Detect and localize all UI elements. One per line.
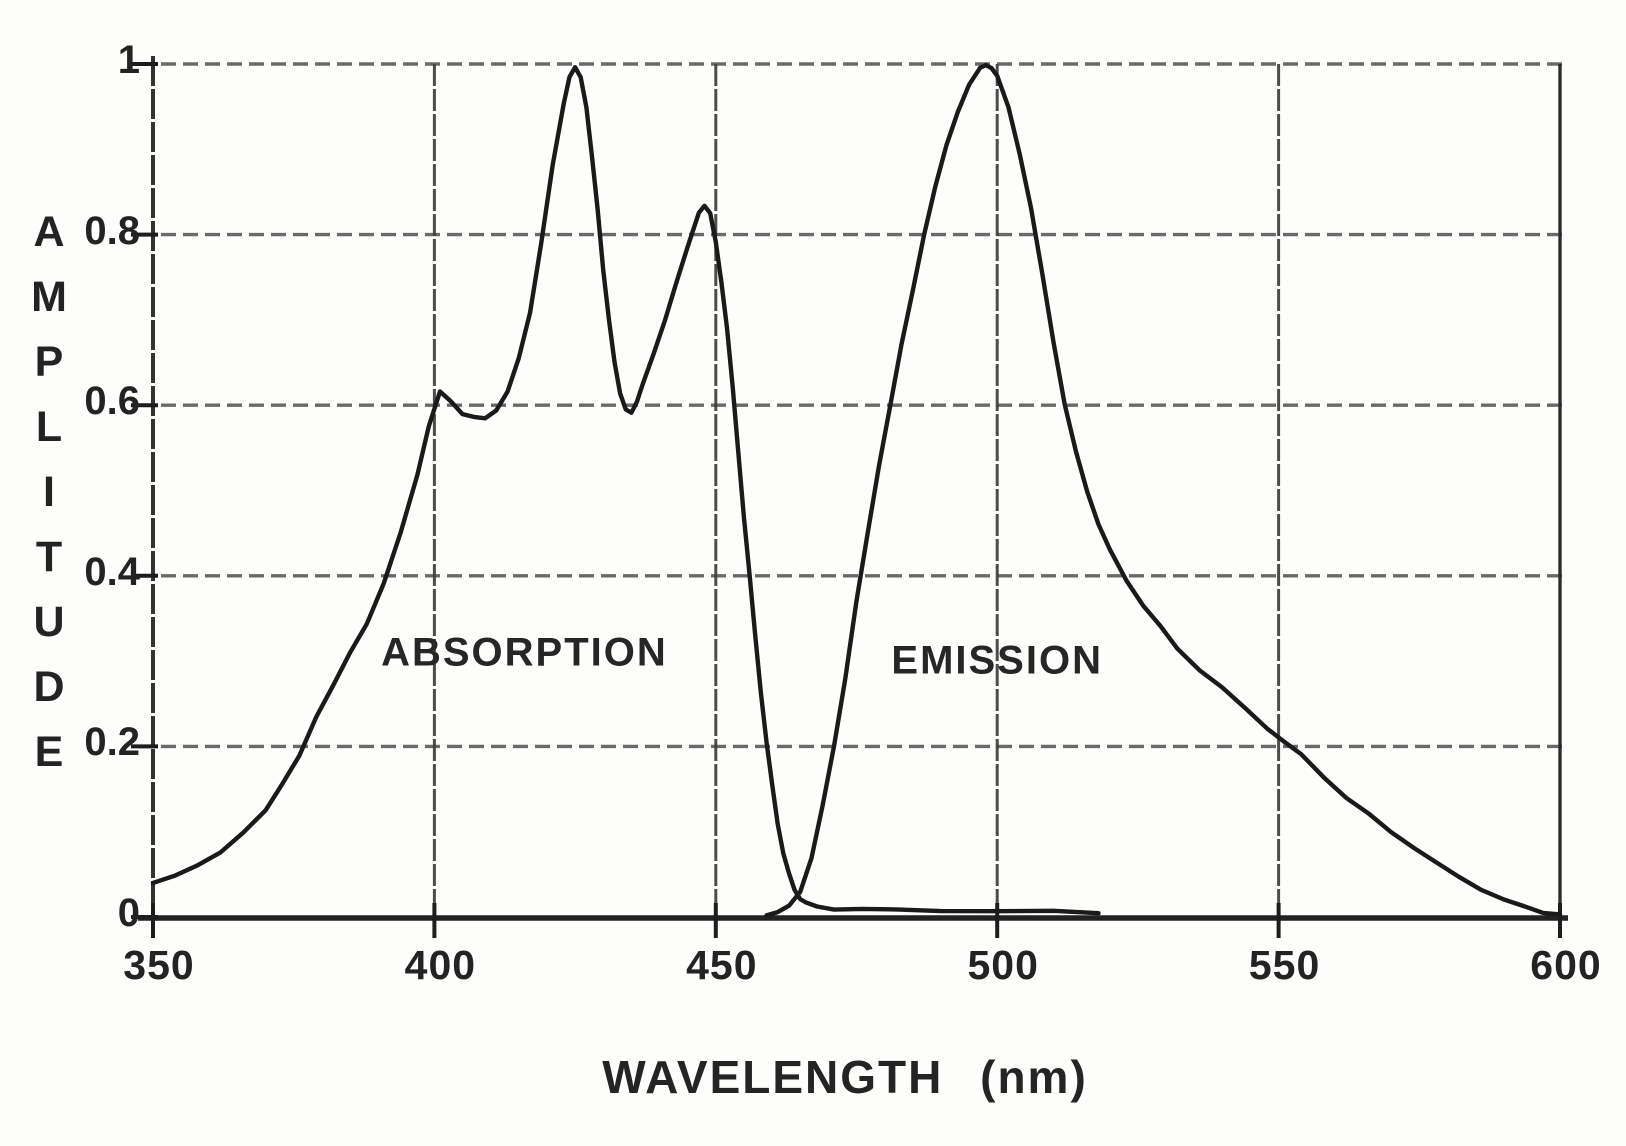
- x-tick-label: 600: [1530, 942, 1602, 988]
- x-tick-label: 400: [404, 942, 477, 988]
- y-tick-label: 1: [117, 38, 140, 82]
- emission-label: EMISSION: [891, 638, 1103, 683]
- x-tick-label: 500: [967, 942, 1039, 988]
- x-tick-label: 350: [123, 942, 195, 988]
- x-tick-label: 450: [686, 942, 758, 988]
- y-tick-label: 0.4: [84, 549, 140, 594]
- y-axis-title: AMPLITUDE: [25, 208, 73, 793]
- y-tick-label: 0.6: [84, 379, 140, 424]
- absorption-curve: [150, 65, 1101, 916]
- x-axis-title: WAVELENGTH (nm): [602, 1051, 1088, 1103]
- y-tick-label: 0.2: [84, 720, 140, 765]
- y-tick-label: 0: [117, 891, 140, 935]
- y-tick-label: 0.8: [84, 208, 140, 253]
- emission-curve: [764, 62, 1563, 918]
- absorption-label: ABSORPTION: [381, 630, 668, 675]
- x-tick-label: 550: [1248, 942, 1321, 988]
